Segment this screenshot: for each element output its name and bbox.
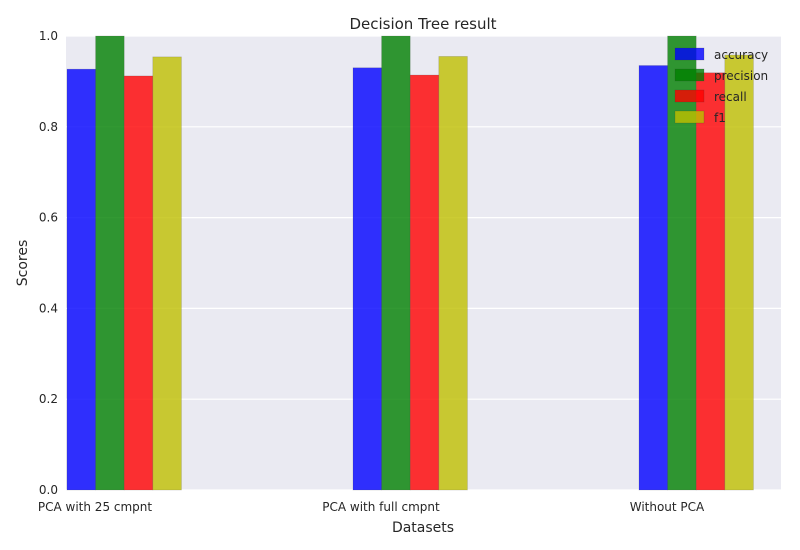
y-tick-label: 0.4 (39, 301, 58, 315)
x-axis-label: Datasets (392, 520, 454, 536)
bar-precision (95, 35, 125, 491)
x-tick-label: Without PCA (630, 500, 705, 514)
bar-f1 (724, 54, 754, 491)
x-tick-label: PCA with 25 cmpnt (38, 500, 153, 514)
y-tick-label: 0.0 (39, 483, 58, 497)
y-tick-label: 1.0 (39, 29, 58, 43)
legend-label-precision: precision (714, 69, 768, 83)
bar-precision (381, 35, 411, 491)
bar-accuracy (638, 65, 668, 491)
bar-accuracy (66, 68, 96, 491)
legend-swatch-recall (674, 89, 705, 103)
legend-swatch-accuracy (674, 47, 705, 61)
bar-recall (695, 72, 726, 491)
bars (66, 35, 754, 491)
legend-swatch-f1 (674, 110, 705, 124)
chart-title: Decision Tree result (349, 15, 496, 33)
bar-accuracy (352, 67, 382, 491)
x-tick-label: PCA with full cmpnt (322, 500, 440, 514)
y-axis-label: Scores (15, 240, 31, 287)
legend: accuracy precision recall f1 (674, 47, 768, 125)
legend-swatch-precision (674, 68, 705, 82)
y-tick-label: 0.2 (39, 392, 58, 406)
bar-recall (409, 74, 440, 491)
y-tick-label: 0.6 (39, 211, 58, 225)
y-tick-labels: 0.0 0.2 0.4 0.6 0.8 1.0 (39, 29, 58, 497)
bar-f1 (152, 56, 182, 491)
y-tick-label: 0.8 (39, 120, 58, 134)
legend-label-recall: recall (714, 90, 747, 104)
legend-label-accuracy: accuracy (714, 48, 768, 62)
legend-label-f1: f1 (714, 111, 726, 125)
bar-recall (123, 75, 154, 491)
x-tick-labels: PCA with 25 cmpnt PCA with full cmpnt With… (38, 500, 705, 514)
bar-f1 (438, 56, 468, 491)
bar-precision (667, 35, 697, 491)
